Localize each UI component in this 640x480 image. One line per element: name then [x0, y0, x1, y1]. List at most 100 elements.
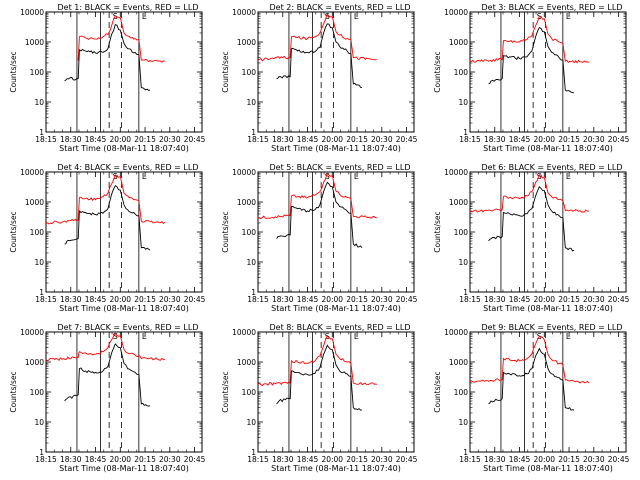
y-tick-label: 100: [30, 228, 45, 237]
y-tick-label: 1: [463, 448, 468, 457]
y-axis-label: Counts/sec: [221, 51, 230, 92]
panel-title: Det 6: BLACK = Events, RED = LLD: [482, 163, 623, 172]
x-axis-label: Start Time (08-Mar-11 18:07:40): [483, 144, 613, 153]
x-tick-label: 18:15: [247, 295, 269, 304]
events-series-line: [64, 185, 151, 251]
y-tick-label: 100: [242, 388, 257, 397]
y-axis-label: Counts/sec: [9, 51, 18, 92]
marker-s: S: [325, 12, 330, 21]
y-tick-label: 1: [251, 128, 256, 137]
marker-l: L: [354, 172, 359, 181]
y-tick-label: 10: [246, 98, 256, 107]
x-tick-label: 20:45: [608, 455, 630, 464]
x-tick-label: 18:45: [85, 295, 107, 304]
x-tick-label: 20:15: [558, 295, 580, 304]
x-tick-label: 18:30: [272, 295, 294, 304]
events-series-line: [276, 344, 362, 411]
x-tick-label: 20:00: [533, 135, 555, 144]
x-tick-label: 20:30: [159, 135, 181, 144]
marker-s: S: [537, 172, 542, 181]
x-tick-label: 20:15: [134, 135, 156, 144]
events-series-line: [64, 343, 151, 407]
y-axis-label: Counts/sec: [433, 211, 442, 252]
y-tick-label: 10000: [232, 168, 256, 177]
y-tick-label: 1: [463, 128, 468, 137]
events-series-line: [488, 186, 575, 252]
y-tick-label: 10000: [20, 168, 44, 177]
plot-frame: [469, 171, 627, 293]
lld-series-line: [77, 15, 165, 63]
y-tick-label: 1: [39, 448, 44, 457]
x-tick-label: 20:00: [321, 135, 343, 144]
marker-s: S: [325, 172, 330, 181]
y-tick-label: 1000: [449, 358, 468, 367]
x-tick-label: 20:30: [583, 295, 605, 304]
x-axis-label: Start Time (08-Mar-11 18:07:40): [483, 304, 613, 313]
x-tick-label: 18:45: [85, 455, 107, 464]
y-tick-label: 1000: [449, 38, 468, 47]
y-tick-label: 10: [34, 98, 44, 107]
y-tick-label: 100: [242, 228, 257, 237]
x-tick-label: 18:45: [297, 455, 319, 464]
y-tick-label: 100: [242, 68, 257, 77]
x-tick-label: 20:15: [346, 295, 368, 304]
events-series-line: [64, 24, 151, 91]
x-tick-label: 18:30: [60, 455, 82, 464]
plot-frame: [45, 11, 203, 133]
x-tick-label: 20:00: [109, 295, 131, 304]
marker-l: L: [354, 12, 359, 21]
x-tick-label: 20:45: [184, 295, 206, 304]
marker-l: L: [566, 12, 571, 21]
x-tick-label: 20:45: [396, 455, 418, 464]
x-axis-label: Start Time (08-Mar-11 18:07:40): [483, 464, 613, 473]
x-tick-label: 20:15: [346, 455, 368, 464]
y-axis-label: Counts/sec: [433, 371, 442, 412]
y-tick-label: 1000: [237, 198, 256, 207]
y-axis-label: Counts/sec: [9, 211, 18, 252]
y-tick-label: 100: [454, 388, 469, 397]
x-tick-label: 18:15: [35, 135, 57, 144]
x-tick-label: 20:45: [184, 455, 206, 464]
x-axis-label: Start Time (08-Mar-11 18:07:40): [59, 144, 189, 153]
x-tick-label: 20:15: [558, 135, 580, 144]
x-tick-label: 18:15: [459, 135, 481, 144]
lld-series-line: [46, 174, 166, 225]
y-tick-label: 10: [458, 418, 468, 427]
events-series-line: [276, 23, 363, 89]
x-tick-label: 20:00: [321, 455, 343, 464]
marker-l: L: [142, 12, 147, 21]
plot-frame: [469, 331, 627, 453]
panel-title: Det 1: BLACK = Events, RED = LLD: [58, 3, 199, 12]
x-tick-label: 18:45: [509, 295, 531, 304]
x-tick-label: 18:15: [35, 295, 57, 304]
x-tick-label: 18:15: [247, 455, 269, 464]
events-series-line: [276, 181, 363, 248]
lld-series-line: [257, 13, 377, 62]
x-tick-label: 20:00: [109, 455, 131, 464]
panel-title: Det 5: BLACK = Events, RED = LLD: [270, 163, 411, 172]
x-tick-label: 20:45: [608, 295, 630, 304]
x-tick-label: 20:00: [321, 295, 343, 304]
y-tick-label: 10: [458, 98, 468, 107]
y-tick-label: 10: [458, 258, 468, 267]
y-tick-label: 100: [454, 228, 469, 237]
y-tick-label: 10: [246, 418, 256, 427]
y-tick-label: 1: [39, 288, 44, 297]
x-tick-label: 20:45: [396, 295, 418, 304]
marker-s: S: [113, 332, 118, 341]
marker-l: L: [354, 332, 359, 341]
x-tick-label: 18:45: [509, 135, 531, 144]
y-tick-label: 100: [30, 388, 45, 397]
x-axis-label: Start Time (08-Mar-11 18:07:40): [271, 464, 401, 473]
lld-series-line: [469, 174, 589, 213]
x-tick-label: 20:00: [533, 295, 555, 304]
y-tick-label: 10000: [232, 328, 256, 337]
x-tick-label: 18:15: [247, 135, 269, 144]
